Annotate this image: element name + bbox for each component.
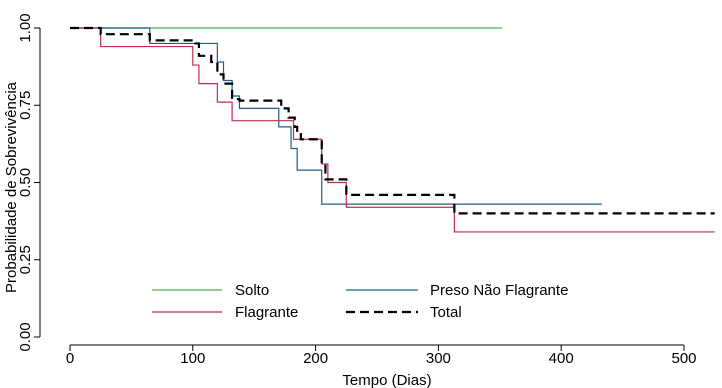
y-tick-label: 1.00 bbox=[17, 13, 34, 42]
legend-label: Preso Não Flagrante bbox=[430, 282, 568, 299]
x-tick-label: 500 bbox=[671, 350, 696, 367]
y-tick-label: 0.25 bbox=[17, 245, 34, 274]
y-axis-ticks: 0.00 0.25 0.50 0.75 1.00 bbox=[17, 13, 40, 352]
x-tick-label: 300 bbox=[426, 350, 451, 367]
legend-label: Total bbox=[430, 304, 462, 321]
legend-label: Solto bbox=[235, 282, 269, 299]
y-tick-label: 0.50 bbox=[17, 168, 34, 197]
series-line-flagrante bbox=[70, 27, 715, 233]
x-tick-label: 200 bbox=[303, 350, 328, 367]
legend: Solto Preso Não Flagrante Flagrante Total bbox=[152, 282, 568, 321]
y-tick-label: 0.75 bbox=[17, 91, 34, 120]
series-layer bbox=[70, 26, 715, 233]
x-axis-title: Tempo (Dias) bbox=[342, 372, 431, 388]
legend-label: Flagrante bbox=[235, 304, 298, 321]
plot-frame bbox=[39, 28, 684, 346]
x-axis-ticks: 0 100 200 300 400 500 bbox=[66, 345, 697, 367]
y-tick-label: 0.00 bbox=[17, 322, 34, 351]
x-tick-label: 400 bbox=[549, 350, 574, 367]
x-tick-label: 100 bbox=[180, 350, 205, 367]
x-tick-label: 0 bbox=[66, 350, 74, 367]
series-line-preso-n-o-flagrante bbox=[70, 27, 602, 205]
y-axis-title: Probabilidade de Sobrevivência bbox=[3, 81, 20, 293]
series-line-total bbox=[70, 26, 715, 215]
